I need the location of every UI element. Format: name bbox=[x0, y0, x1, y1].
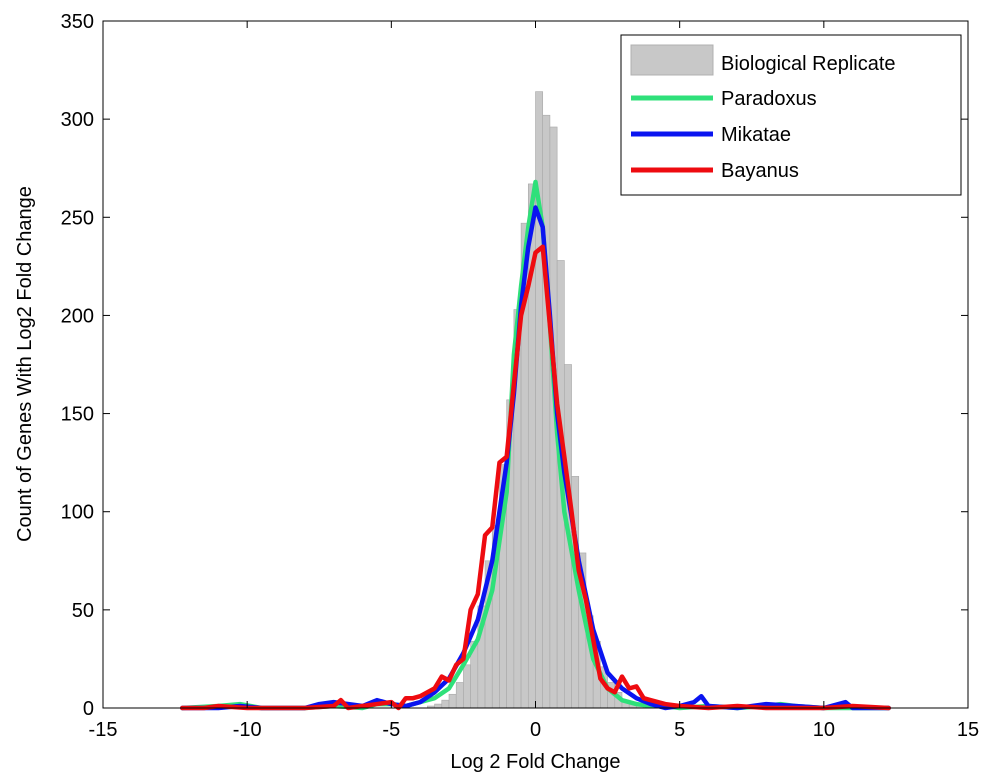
y-tick-label: 100 bbox=[61, 502, 94, 524]
series-lines bbox=[180, 179, 891, 711]
histogram-bar bbox=[434, 703, 443, 709]
x-tick-label: 15 bbox=[957, 719, 979, 741]
histogram-bar bbox=[455, 682, 464, 709]
y-tick-label: 150 bbox=[61, 404, 94, 426]
y-tick-label: 350 bbox=[61, 11, 94, 33]
y-tick-label: 300 bbox=[61, 109, 94, 131]
legend-label-mikatae: Mikatae bbox=[721, 124, 791, 146]
y-tick-label: 0 bbox=[83, 698, 94, 720]
series-line-bayanus bbox=[180, 244, 891, 711]
legend-label-bayanus: Bayanus bbox=[721, 160, 799, 182]
histogram-bar bbox=[542, 114, 551, 709]
histogram-bar bbox=[463, 664, 471, 709]
y-tick-label: 250 bbox=[61, 207, 94, 229]
x-tick-label: -15 bbox=[89, 719, 118, 741]
x-tick-label: 10 bbox=[813, 719, 835, 741]
y-axis-label: Count of Genes With Log2 Fold Change bbox=[14, 186, 36, 542]
x-tick-label: 0 bbox=[530, 719, 541, 741]
legend-label-paradoxus: Paradoxus bbox=[721, 88, 817, 110]
legend-swatch-biological-replicate bbox=[630, 44, 714, 76]
x-tick-label: -5 bbox=[382, 719, 400, 741]
legend-label-biological-replicate: Biological Replicate bbox=[721, 53, 896, 75]
y-tick-label: 50 bbox=[72, 600, 94, 622]
histogram-bar bbox=[441, 699, 450, 709]
x-tick-label: 5 bbox=[674, 719, 685, 741]
x-tick-label: -10 bbox=[233, 719, 262, 741]
y-tick-label: 200 bbox=[61, 305, 94, 327]
legend: Biological Replicate Paradoxus Mikatae B… bbox=[620, 34, 962, 196]
x-axis-label: Log 2 Fold Change bbox=[450, 751, 620, 773]
histogram-bar bbox=[448, 693, 457, 709]
